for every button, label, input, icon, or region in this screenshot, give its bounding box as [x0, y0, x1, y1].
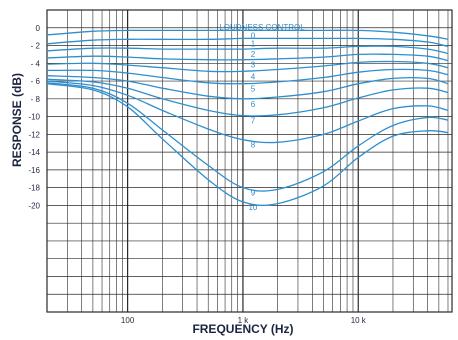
y-tick-label: -18	[28, 184, 40, 193]
curve-label-5: 5	[251, 85, 256, 94]
y-tick-label: - 8	[31, 95, 41, 104]
curve-label-6: 6	[251, 100, 256, 109]
curve-7	[46, 78, 449, 117]
curve-label-4: 4	[251, 72, 256, 81]
curve-label-0: 0	[251, 31, 256, 40]
x-axis-title: FREQUENCY (Hz)	[192, 322, 293, 336]
x-axis-ticks: 100 1 k 10 k	[121, 316, 367, 325]
curve-4	[46, 60, 449, 73]
plot-frame	[46, 9, 453, 313]
curve-label-9: 9	[251, 189, 256, 198]
curve-1	[46, 37, 449, 48]
x-tick-label: 10 k	[351, 316, 367, 325]
curve-label-7: 7	[251, 117, 256, 126]
y-tick-label: -14	[28, 148, 40, 157]
curve-10	[46, 83, 449, 206]
y-tick-label: - 4	[31, 59, 41, 68]
y-axis-title: RESPONSE (dB)	[10, 73, 24, 167]
x-tick-label: 1 k	[238, 316, 250, 325]
curves	[46, 29, 449, 206]
y-tick-label: -10	[28, 113, 40, 122]
curve-label-8: 8	[251, 141, 256, 150]
curve-labels: 01 2 3 4 5 6 7 8 9 10	[248, 31, 257, 211]
curve-label-3: 3	[251, 61, 256, 70]
y-tick-label: -16	[28, 166, 40, 175]
curve-2	[46, 45, 449, 55]
x-tick-label: 100	[121, 316, 135, 325]
curve-9	[46, 82, 449, 192]
y-axis-ticks: 0 - 2 - 4 - 6 - 8 -10 -12 -14 -16 -18 -20	[28, 24, 40, 211]
y-tick-label: -12	[28, 130, 40, 139]
curve-0	[46, 29, 449, 40]
curve-label-2: 2	[251, 50, 256, 59]
curve-6	[46, 75, 449, 100]
curve-3	[46, 53, 449, 62]
curve-5	[46, 68, 449, 85]
grid	[46, 9, 453, 313]
curve-8	[46, 80, 449, 144]
curve-label-10: 10	[248, 203, 257, 212]
y-tick-label: - 6	[31, 77, 41, 86]
y-tick-label: 0	[36, 24, 41, 33]
y-tick-label: - 2	[31, 42, 41, 51]
legend-title: LOUDNESS CONTROL	[219, 23, 305, 32]
curve-label-1: 1	[251, 39, 256, 48]
y-tick-label: -20	[28, 201, 40, 210]
